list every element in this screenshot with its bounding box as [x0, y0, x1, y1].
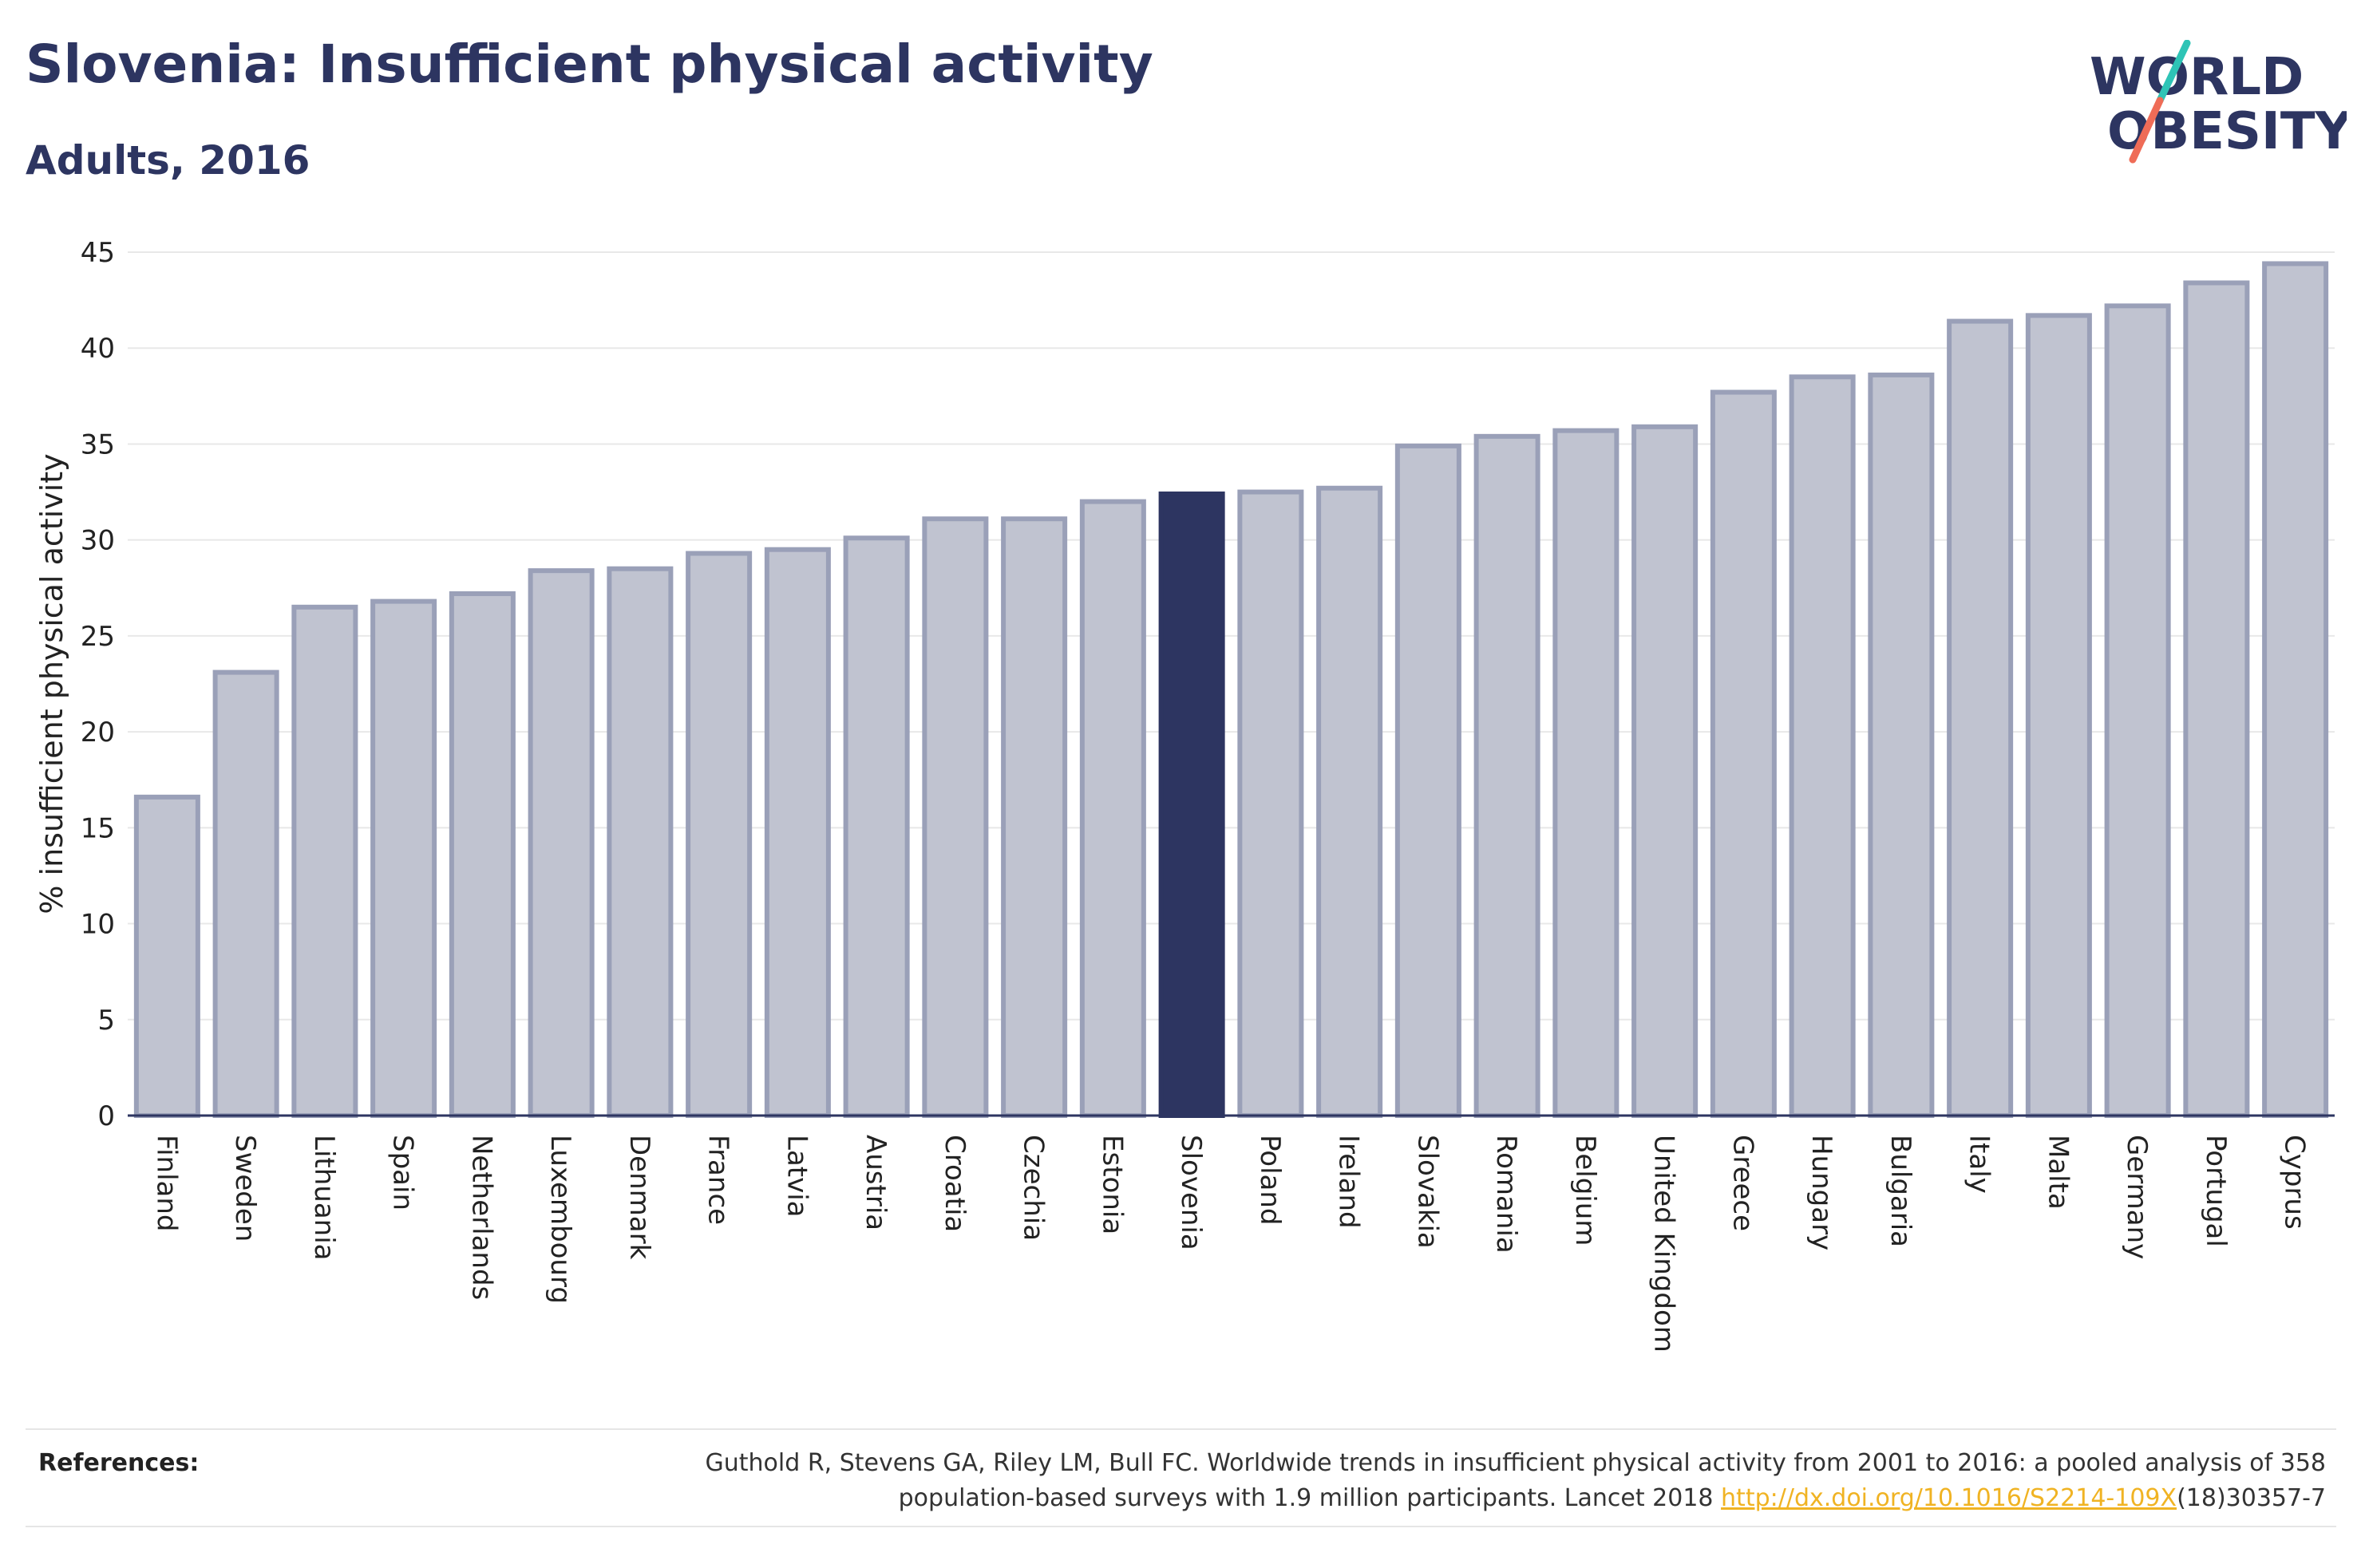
bar-bulgaria: [1868, 372, 1935, 1118]
x-tick-label: Netherlands: [465, 1135, 497, 1300]
references-text: Guthold R, Stevens GA, Riley LM, Bull FC…: [570, 1446, 2326, 1516]
x-tick-label: Hungary: [1805, 1135, 1837, 1250]
bar-chart: 0 5 10 15 20 25 30 35 40 45 Finland Sweden Lithuani…: [34, 237, 2335, 1353]
bar-austria: [843, 535, 910, 1118]
bar-portugal: [2183, 280, 2250, 1119]
y-tick-label: 40: [81, 333, 115, 365]
bar-slovakia: [1394, 443, 1461, 1118]
bar-ireland: [1316, 485, 1383, 1118]
x-tick-label: Portugal: [2200, 1135, 2232, 1247]
y-tick-label: 10: [81, 909, 115, 941]
bar-germany: [2104, 303, 2171, 1118]
x-tick-label: Italy: [1964, 1135, 1995, 1194]
y-tick-label: 30: [81, 525, 115, 557]
bar-estonia: [1079, 499, 1146, 1118]
bar-sweden: [212, 669, 279, 1118]
bar-lithuania: [291, 604, 358, 1118]
x-tick-label: United Kingdom: [1648, 1135, 1680, 1353]
bar-netherlands: [449, 590, 516, 1118]
x-axis-labels: Finland Sweden Lithuania Spain Netherlands Lu…: [150, 1135, 2310, 1353]
y-tick-label: 20: [81, 717, 115, 748]
x-tick-label: Austria: [860, 1135, 892, 1230]
x-tick-label: France: [702, 1135, 734, 1225]
x-tick-label: Sweden: [229, 1135, 261, 1242]
bar-romania: [1473, 433, 1540, 1118]
reference-line-2-suffix: (18)30357-7: [2177, 1484, 2326, 1512]
x-tick-label: Finland: [150, 1135, 182, 1232]
references-label: References:: [38, 1449, 200, 1477]
x-tick-label: Poland: [1254, 1135, 1286, 1226]
bar-luxembourg: [528, 568, 595, 1118]
x-tick-label: Croatia: [939, 1135, 971, 1232]
reference-line-2: population-based surveys with 1.9 millio…: [570, 1481, 2326, 1516]
x-tick-label: Slovenia: [1175, 1135, 1207, 1250]
bar-croatia: [922, 516, 989, 1118]
x-tick-label: Belgium: [1569, 1135, 1601, 1246]
reference-line-2-prefix: population-based surveys with 1.9 millio…: [898, 1484, 1722, 1512]
x-tick-label: Germany: [2121, 1135, 2153, 1259]
bar-italy: [1947, 318, 2014, 1118]
x-tick-label: Cyprus: [2279, 1135, 2311, 1230]
chart-subtitle: Adults, 2016: [26, 137, 310, 184]
chart-title: Slovenia: Insufficient physical activity: [26, 34, 1153, 95]
bar-france: [686, 551, 753, 1118]
y-axis-ticks: 0 5 10 15 20 25 30 35 40 45: [81, 237, 115, 1132]
x-tick-label: Bulgaria: [1884, 1135, 1916, 1247]
bar-latvia: [764, 547, 831, 1118]
bar-greece: [1710, 389, 1777, 1119]
x-tick-label: Denmark: [623, 1135, 655, 1260]
bar-spain: [370, 598, 437, 1118]
x-tick-label: Spain: [387, 1135, 419, 1211]
references-bottom-rule: [26, 1526, 2336, 1527]
y-tick-label: 0: [97, 1100, 115, 1132]
bar-slovenia: [1158, 491, 1225, 1118]
bar-belgium: [1552, 428, 1619, 1118]
bar-united-kingdom: [1631, 424, 1699, 1118]
logo-slash-bottom: [2129, 97, 2164, 164]
y-tick-label: 35: [81, 429, 115, 460]
x-tick-label: Romania: [1490, 1135, 1522, 1254]
bar-poland: [1237, 489, 1304, 1118]
bar-malta: [2025, 313, 2092, 1118]
y-tick-label: 25: [81, 621, 115, 653]
x-tick-label: Malta: [2042, 1135, 2074, 1210]
x-tick-label: Lithuania: [308, 1135, 340, 1260]
y-tick-label: 45: [81, 237, 115, 269]
y-tick-label: 15: [81, 812, 115, 844]
x-tick-label: Luxembourg: [544, 1135, 576, 1304]
x-tick-label: Greece: [1726, 1135, 1758, 1231]
x-tick-label: Latvia: [781, 1135, 813, 1218]
logo-slash-top: [2156, 40, 2191, 105]
bar-hungary: [1789, 374, 1856, 1118]
world-obesity-logo: WORLD OBESITY: [2090, 40, 2347, 164]
bar-cyprus: [2262, 261, 2329, 1119]
bar-denmark: [607, 566, 674, 1118]
bar-czechia: [1001, 516, 1068, 1118]
x-tick-label: Ireland: [1333, 1135, 1365, 1229]
y-axis-title: % insufficient physical activity: [34, 453, 69, 914]
x-tick-label: Estonia: [1096, 1135, 1128, 1234]
y-tick-label: 5: [97, 1005, 115, 1037]
references-top-rule: [26, 1428, 2336, 1430]
bars: [133, 261, 2329, 1119]
x-tick-label: Slovakia: [1411, 1135, 1443, 1249]
x-tick-label: Czechia: [1018, 1135, 1050, 1241]
reference-doi-link[interactable]: http://dx.doi.org/10.1016/S2214-109X: [1721, 1484, 2177, 1512]
bar-finland: [133, 794, 200, 1119]
reference-line-1: Guthold R, Stevens GA, Riley LM, Bull FC…: [705, 1449, 2326, 1477]
